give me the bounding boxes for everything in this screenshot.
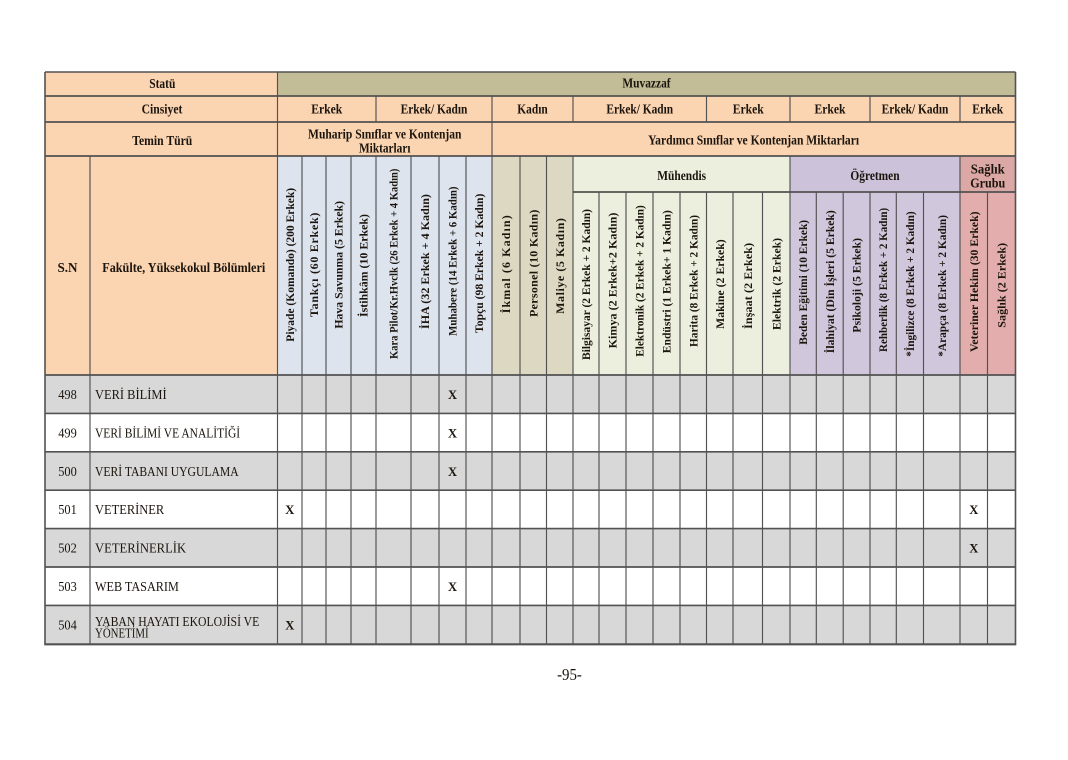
svg-text:Temin Türü: Temin Türü: [132, 133, 192, 148]
svg-text:Muhabere (14 Erkek + 6 Kadın): Muhabere (14 Erkek + 6 Kadın): [446, 187, 460, 336]
svg-text:Veteriner Hekim (30 Erkek): Veteriner Hekim (30 Erkek): [967, 211, 981, 352]
svg-text:502: 502: [58, 541, 77, 556]
svg-text:Miktarları: Miktarları: [359, 140, 411, 155]
svg-text:Yardımcı Sınıflar ve Kontenjan: Yardımcı Sınıflar ve Kontenjan Miktarlar…: [648, 132, 859, 147]
svg-text:VETERİNER: VETERİNER: [95, 502, 165, 517]
svg-text:Beden Eğitimi (10 Erkek): Beden Eğitimi (10 Erkek): [796, 220, 810, 345]
svg-text:Mühendis: Mühendis: [657, 168, 706, 183]
svg-text:X: X: [448, 580, 457, 594]
svg-text:Elektronik (2 Erkek + 2 Kadın): Elektronik (2 Erkek + 2 Kadın): [633, 205, 647, 357]
svg-text:Hava Savunma (5 Erkek): Hava Savunma (5 Erkek): [332, 201, 346, 329]
svg-text:X: X: [285, 618, 294, 632]
svg-text:503: 503: [58, 579, 77, 594]
svg-text:X: X: [448, 465, 457, 479]
svg-text:VERİ TABANI UYGULAMA: VERİ TABANI UYGULAMA: [95, 464, 239, 479]
svg-text:X: X: [969, 542, 978, 556]
svg-text:İlahiyat (Din İşleri (5 Erkek): İlahiyat (Din İşleri (5 Erkek): [823, 210, 837, 353]
svg-text:Maliye (5 Kadın): Maliye (5 Kadın): [553, 218, 567, 314]
svg-text:Statü: Statü: [149, 76, 175, 91]
svg-text:Bilgisayar (2 Erkek + 2 Kadın): Bilgisayar (2 Erkek + 2 Kadın): [579, 209, 593, 360]
svg-text:Psikoloji (5 Erkek): Psikoloji (5 Erkek): [850, 238, 864, 333]
svg-text:YÖNETİMİ: YÖNETİMİ: [95, 625, 149, 641]
svg-text:Erkek/ Kadın: Erkek/ Kadın: [401, 102, 468, 117]
svg-text:504: 504: [58, 617, 77, 632]
svg-text:Kara Pilot/Kr.Hvclk (26 Erkek: Kara Pilot/Kr.Hvclk (26 Erkek + 4 Kadın): [387, 169, 401, 360]
svg-text:VETERİNERLİK: VETERİNERLİK: [95, 541, 186, 556]
svg-text:İnşaat (2 Erkek): İnşaat (2 Erkek): [741, 243, 755, 329]
svg-text:X: X: [448, 388, 457, 402]
svg-text:Endüstri (1 Erkek+ 1 Kadın): Endüstri (1 Erkek+ 1 Kadın): [660, 210, 674, 353]
svg-text:Erkek: Erkek: [972, 102, 1004, 117]
svg-text:Elektrik (2 Erkek): Elektrik (2 Erkek): [769, 238, 783, 330]
svg-text:Muvazzaf: Muvazzaf: [622, 76, 671, 91]
svg-text:Erkek/ Kadın: Erkek/ Kadın: [882, 102, 949, 117]
svg-text:Grubu: Grubu: [970, 176, 1005, 191]
svg-text:Tankçı (60 Erkek): Tankçı (60 Erkek): [307, 213, 321, 317]
svg-text:VERİ BİLİMİ: VERİ BİLİMİ: [95, 387, 167, 402]
svg-text:Topçu (98 Erkek + 2 Kadın): Topçu (98 Erkek + 2 Kadın): [472, 194, 486, 333]
svg-text:Erkek/ Kadın: Erkek/ Kadın: [606, 102, 673, 117]
svg-text:Muharip Sınıflar ve Kontenjan: Muharip Sınıflar ve Kontenjan: [308, 127, 462, 142]
svg-text:*Arapça (8 Erkek + 2 Kadın): *Arapça (8 Erkek + 2 Kadın): [935, 215, 949, 357]
svg-text:Öğretmen: Öğretmen: [850, 168, 900, 183]
svg-text:501: 501: [58, 502, 77, 517]
svg-text:Kimya (2 Erkek+2 Kadın): Kimya (2 Erkek+2 Kadın): [606, 213, 620, 349]
svg-text:WEB TASARIM: WEB TASARIM: [95, 579, 179, 594]
svg-text:500: 500: [58, 464, 77, 479]
svg-text:İkmal (6 Kadın): İkmal (6 Kadın): [499, 215, 513, 313]
svg-text:X: X: [969, 503, 978, 517]
svg-text:İHA (32 Erkek + 4 Kadın): İHA (32 Erkek + 4 Kadın): [418, 194, 432, 329]
svg-text:Cinsiyet: Cinsiyet: [142, 102, 183, 117]
svg-text:Sağlık: Sağlık: [971, 161, 1006, 176]
svg-text:Sağlık (2 Erkek): Sağlık (2 Erkek): [995, 243, 1009, 328]
svg-text:*İngilizce (8 Erkek + 2 Kadın): *İngilizce (8 Erkek + 2 Kadın): [903, 211, 917, 356]
svg-text:Makine (2 Erkek): Makine (2 Erkek): [713, 239, 727, 329]
svg-text:Kadın: Kadın: [517, 102, 548, 117]
svg-text:498: 498: [58, 387, 77, 402]
svg-text:YABAN HAYATI EKOLOJİSİ VE: YABAN HAYATI EKOLOJİSİ VE: [95, 614, 259, 629]
svg-text:-95-: -95-: [557, 665, 582, 684]
svg-text:499: 499: [58, 425, 77, 440]
svg-text:Rehberlik (8 Erkek + 2 Kadın): Rehberlik (8 Erkek + 2 Kadın): [876, 208, 890, 352]
svg-text:Piyade (Komando) (200 Erkek): Piyade (Komando) (200 Erkek): [283, 188, 297, 342]
svg-text:X: X: [285, 503, 294, 517]
svg-text:Erkek: Erkek: [733, 102, 765, 117]
svg-text:Erkek: Erkek: [815, 102, 847, 117]
svg-text:VERİ BİLİMİ VE ANALİTİĞİ: VERİ BİLİMİ VE ANALİTİĞİ: [95, 424, 240, 440]
svg-text:X: X: [448, 426, 457, 440]
svg-text:S.N: S.N: [58, 260, 78, 275]
svg-text:İstihkâm (10 Erkek): İstihkâm (10 Erkek): [357, 214, 371, 317]
svg-text:Erkek: Erkek: [311, 102, 343, 117]
svg-text:Harita (8 Erkek + 2 Kadın): Harita (8 Erkek + 2 Kadın): [686, 215, 700, 347]
svg-text:Fakülte, Yüksekokul Bölümleri: Fakülte, Yüksekokul Bölümleri: [102, 260, 265, 275]
svg-text:Personel (10 Kadın): Personel (10 Kadın): [526, 210, 540, 317]
